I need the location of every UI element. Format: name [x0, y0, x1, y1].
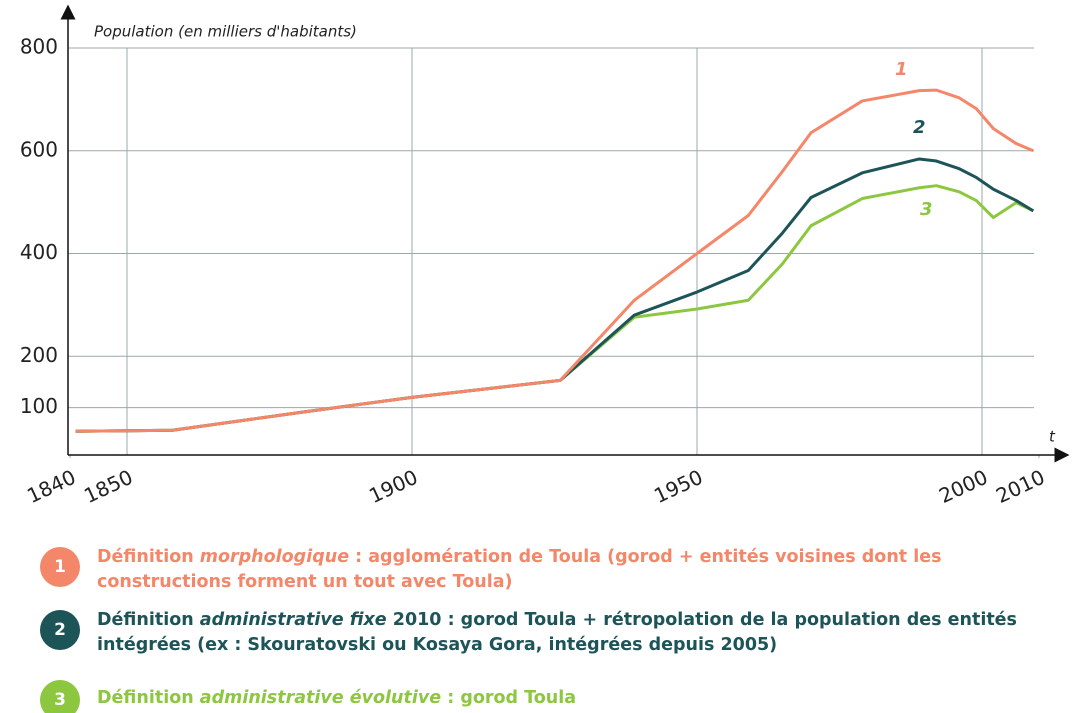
x-axis-label: t [1049, 428, 1056, 446]
legend-text-part: 2010 : gorod Toula + rétropolation de la… [97, 610, 1017, 655]
legend-marker: 3 [40, 680, 80, 713]
chart: Population (en milliers d'habitants) t 1… [20, 4, 1070, 508]
legend-text-part: administrative fixe [199, 610, 387, 630]
y-tick-label: 200 [20, 343, 58, 367]
line [75, 88, 1034, 433]
x-tick-label: 1900 [365, 465, 421, 508]
line-label: 1 [895, 59, 908, 80]
y-tick-label: 800 [20, 35, 58, 59]
legend-text-part: Définition [97, 547, 200, 567]
legend-text-part: Définition [97, 688, 200, 708]
y-tick-label: 400 [20, 240, 58, 264]
legend-marker: 1 [40, 547, 80, 587]
x-tick-label: 2010 [992, 465, 1048, 508]
x-tick-label: 1950 [650, 465, 706, 508]
line [75, 184, 1034, 433]
legend-text-part: : gorod Toula [441, 688, 577, 708]
legend-text-part: morphologique [199, 547, 350, 567]
legend-text: Définition morphologique : agglomération… [97, 545, 1057, 595]
legend-text-part: : agglomération de Toula (gorod + entité… [97, 547, 942, 592]
line [75, 157, 1035, 433]
x-tick-label: 2000 [935, 465, 991, 508]
legend-marker: 2 [40, 610, 80, 650]
legend-text-part: Définition [97, 610, 200, 630]
legend-text-part: administrative évolutive [199, 688, 442, 708]
legend-text: Définition administrative évolutive : go… [97, 686, 1057, 711]
x-tick-label: 1850 [80, 465, 136, 508]
y-axis-label: Population (en milliers d'habitants) [94, 23, 357, 41]
y-tick-label: 100 [20, 394, 58, 418]
legend-text: Définition administrative fixe 2010 : go… [97, 608, 1057, 658]
line-label: 2 [913, 117, 926, 138]
x-tick-label: 1840 [23, 465, 79, 508]
line-label: 3 [920, 199, 933, 220]
y-tick-label: 600 [20, 137, 58, 161]
